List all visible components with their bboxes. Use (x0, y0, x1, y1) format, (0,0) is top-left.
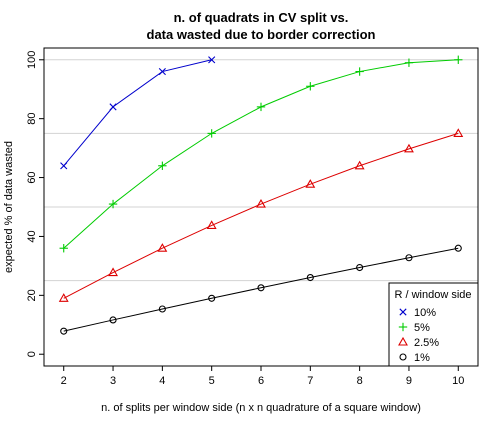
legend-label: 5% (414, 322, 430, 334)
x-tick-label: 7 (307, 375, 313, 387)
data-point: 2.5%: (6, 51) (256, 198, 266, 208)
data-point: 2.5%: (2, 19) (58, 293, 69, 302)
y-tick-label: 60 (26, 171, 38, 183)
data-point: 2.5%: (7, 57.75) (305, 179, 316, 188)
legend-title: R / window side (394, 289, 471, 301)
y-axis-ticks: 0 20 40 60 80 100 (26, 51, 44, 357)
x-tick-label: 4 (159, 375, 165, 387)
x-axis-label: n. of splits per window side (n x n quad… (101, 402, 421, 414)
y-axis-label: expected % of data wasted (3, 141, 15, 273)
x-tick-label: 10 (452, 375, 464, 387)
x-tick-label: 9 (406, 375, 412, 387)
data-point: 5%: (5, 75) (207, 129, 216, 138)
chart-title-line-1: n. of quadrats in CV split vs. (174, 10, 349, 25)
data-point: 1%: (4, 15.36) (158, 305, 166, 313)
series-1%: 1%: (2, 7.84) 1%: (3, 11.64) 1%: (4, 15.36… (60, 244, 462, 335)
legend-marker (399, 353, 407, 361)
legend-label: 2.5% (414, 337, 439, 349)
grid-lines (44, 59, 478, 282)
data-point: 5%: (3, 51) (108, 199, 118, 209)
data-point: 1%: (9, 32.76) (405, 254, 413, 262)
legend-marker (398, 336, 408, 346)
series-layer: 10%: (2, 64) 10%: (3, 84) 10%: (4, 96) 10%:… (58, 55, 464, 335)
series-10%: 10%: (2, 64) 10%: (3, 84) 10%: (4, 96) 10%:… (60, 56, 216, 170)
data-point: 5%: (2, 36) (59, 244, 68, 253)
series-line (63, 132, 459, 299)
data-point: 2.5%: (3, 27.75) (108, 267, 118, 277)
y-tick-label: 20 (26, 289, 38, 301)
chart-title-line-2: data wasted due to border correction (147, 27, 376, 42)
data-point: 1%: (8, 29.44) (356, 263, 364, 272)
x-tick-label: 5 (209, 375, 215, 387)
x-axis-ticks: 2 3 4 5 6 7 8 9 10 (61, 366, 464, 387)
legend-marker (398, 322, 408, 332)
data-point: 10%: (2, 64) (60, 162, 68, 170)
data-point: 2.5%: (8, 64) (354, 160, 365, 170)
data-point: 2.5%: (4, 36) (157, 243, 168, 252)
data-point: 1%: (5, 19) (208, 294, 216, 302)
legend-marker (399, 308, 407, 316)
series-2.5%: 2.5%: (2, 19) 2.5%: (3, 27.75) 2.5%: (4, 3… (58, 128, 464, 302)
data-point: 2.5%: (5, 43.75) (206, 220, 217, 229)
data-point: 5%: (4, 64) (158, 161, 167, 170)
series-line (63, 59, 212, 167)
data-point: 10%: (5, 100) (208, 56, 216, 64)
data-point: 1%: (10, 36) (454, 244, 462, 252)
legend-entries: 10% 5% 2.5% 1% (398, 307, 439, 364)
y-tick-label: 80 (26, 113, 38, 125)
data-point: 1%: (6, 22.56) (257, 284, 265, 292)
data-point: 2.5%: (9, 69.75) (404, 143, 414, 153)
data-point: 5%: (7, 91) (306, 82, 315, 91)
series-5%: 5%: (2, 36) 5%: (3, 51) 5%: (4, 64) 5%: (5,… (59, 55, 463, 253)
legend-label: 10% (414, 307, 436, 319)
y-tick-label: 100 (26, 51, 38, 69)
data-point: 5%: (8, 96) (355, 67, 364, 76)
y-tick-label: 40 (26, 230, 38, 242)
x-tick-label: 6 (258, 375, 264, 387)
legend: R / window side 10% 5% 2.5% 1% (388, 282, 479, 367)
y-tick-label: 0 (26, 351, 38, 357)
legend-label: 1% (414, 352, 430, 364)
data-point: 1%: (3, 11.64) (109, 316, 117, 324)
series-line (63, 247, 459, 332)
data-point: 5%: (10, 100) (454, 55, 463, 64)
data-point: 10%: (4, 96) (158, 67, 166, 76)
legend-box (388, 282, 479, 367)
data-point: 1%: (2, 7.84) (60, 327, 68, 335)
data-point: 5%: (9, 99) (404, 58, 414, 67)
data-point: 5%: (6, 84) (256, 102, 266, 112)
data-point: 2.5%: (10, 75) (453, 128, 464, 137)
x-tick-label: 8 (357, 375, 363, 387)
data-point: 1%: (7, 26.04) (306, 273, 314, 282)
data-point: 10%: (3, 84) (109, 103, 117, 111)
x-tick-label: 3 (110, 375, 116, 387)
x-tick-label: 2 (61, 375, 67, 387)
series-line (63, 59, 459, 249)
